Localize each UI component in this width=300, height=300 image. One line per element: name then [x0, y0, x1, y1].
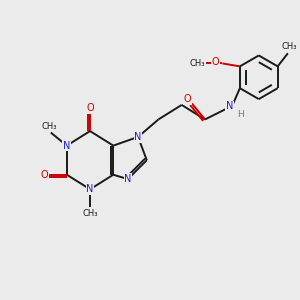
- Text: O: O: [184, 94, 191, 104]
- Text: N: N: [226, 101, 233, 111]
- Text: O: O: [40, 170, 48, 180]
- Text: CH₃: CH₃: [82, 208, 98, 217]
- Text: O: O: [86, 103, 94, 113]
- Text: O: O: [212, 57, 219, 67]
- Text: CH₃: CH₃: [42, 122, 57, 130]
- Text: H: H: [237, 110, 244, 119]
- Text: N: N: [124, 174, 132, 184]
- Text: CH₃: CH₃: [282, 42, 297, 51]
- Text: N: N: [63, 141, 70, 151]
- Text: CH₃: CH₃: [190, 59, 206, 68]
- Text: N: N: [134, 132, 142, 142]
- Text: N: N: [86, 184, 94, 194]
